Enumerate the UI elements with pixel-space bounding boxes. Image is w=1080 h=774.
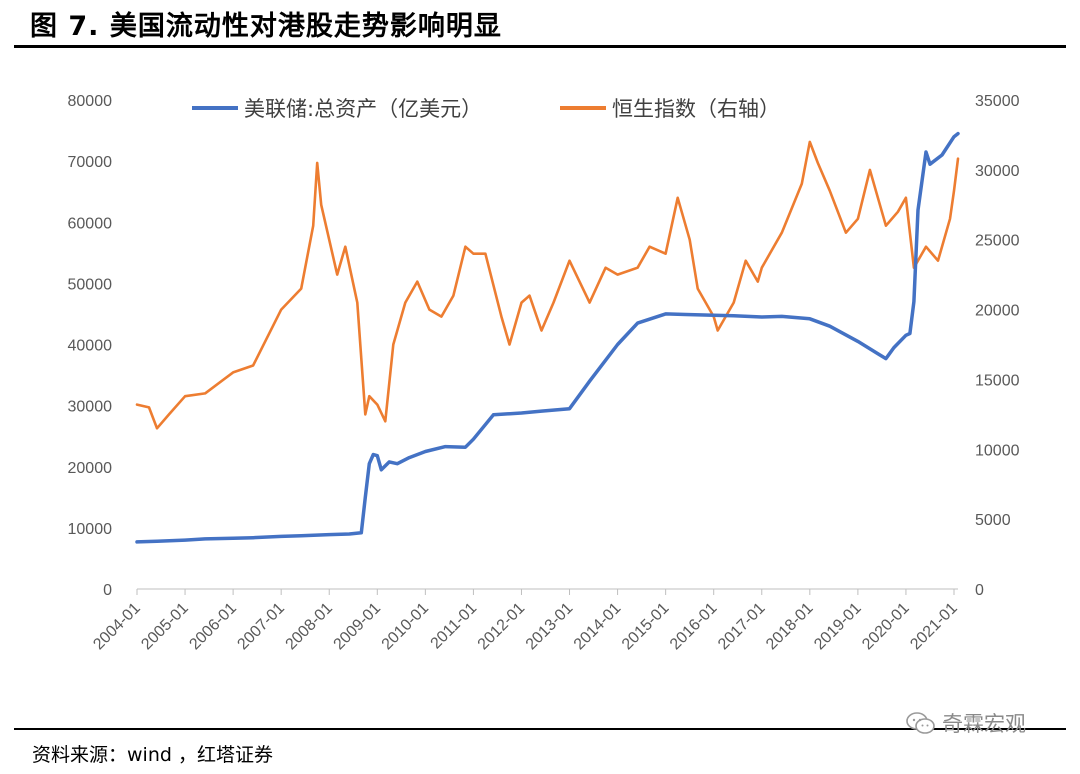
y-left-tick-label: 40000 xyxy=(68,338,113,355)
x-tick-label: 2016-01 xyxy=(667,600,721,654)
y-left-tick-label: 30000 xyxy=(68,399,113,416)
fed-assets-series-line xyxy=(135,131,960,544)
legend-label: 美联储:总资产（亿美元） xyxy=(244,97,482,121)
x-tick-label: 2021-01 xyxy=(907,600,961,654)
x-tick-label: 2011-01 xyxy=(428,600,481,653)
x-tick-label: 2008-01 xyxy=(283,600,337,654)
x-tick-label: 2006-01 xyxy=(186,600,240,654)
x-tick-label: 2005-01 xyxy=(138,600,192,654)
series-layer xyxy=(135,131,960,544)
x-tick-label: 2017-01 xyxy=(715,600,769,654)
watermark-text: 奇霖宏观 xyxy=(942,712,1026,736)
watermark: 奇霖宏观 xyxy=(906,708,1026,738)
y-left-tick-label: 70000 xyxy=(68,154,113,171)
x-tick-label: 2018-01 xyxy=(763,600,817,654)
y-right-tick-label: 0 xyxy=(975,582,984,599)
x-tick-label: 2010-01 xyxy=(379,600,433,654)
x-tick-label: 2014-01 xyxy=(571,600,625,654)
y-right-tick-label: 25000 xyxy=(975,233,1020,250)
y-left-tick-label: 20000 xyxy=(68,460,113,477)
y-left-tick-label: 80000 xyxy=(68,93,113,110)
figure-title: 图 7. 美国流动性对港股走势影响明显 xyxy=(30,11,502,42)
y-axis-left-ticks: 0 10000 20000 30000 40000 50000 60000 70000 8000… xyxy=(68,93,113,599)
footer-rule xyxy=(14,728,1066,730)
x-tick-label: 2019-01 xyxy=(811,600,865,654)
x-tick-label: 2004-01 xyxy=(90,600,144,654)
y-left-tick-label: 60000 xyxy=(68,215,113,232)
legend-label: 恒生指数（右轴） xyxy=(612,97,780,121)
x-tick-label: 2012-01 xyxy=(475,600,529,654)
y-left-tick-label: 50000 xyxy=(68,276,113,293)
y-right-tick-label: 30000 xyxy=(975,163,1020,180)
x-axis-ticks: 2004-012005-012006-012007-012008-012009-… xyxy=(90,589,961,653)
x-tick-label: 2013-01 xyxy=(523,600,577,654)
wechat-icon xyxy=(906,712,935,734)
y-right-tick-label: 35000 xyxy=(975,93,1020,110)
source-note: 资料来源：wind ，红塔证券 xyxy=(32,744,273,766)
y-left-tick-label: 0 xyxy=(103,582,112,599)
y-right-tick-label: 20000 xyxy=(975,303,1020,320)
y-right-tick-label: 15000 xyxy=(975,372,1020,389)
x-tick-label: 2007-01 xyxy=(234,600,288,654)
x-tick-label: 2015-01 xyxy=(619,600,673,654)
y-left-tick-label: 10000 xyxy=(68,521,113,538)
y-right-tick-label: 10000 xyxy=(975,442,1020,459)
legend: 美联储:总资产（亿美元） 恒生指数（右轴） xyxy=(192,97,780,121)
y-right-tick-label: 5000 xyxy=(975,512,1011,529)
x-tick-label: 2020-01 xyxy=(859,600,913,654)
x-tick-label: 2009-01 xyxy=(331,600,385,654)
y-axis-right-ticks: 0 5000 10000 15000 20000 25000 30000 35000 xyxy=(975,93,1020,599)
hang-seng-series-line xyxy=(135,140,960,430)
title-rule xyxy=(14,45,1066,48)
